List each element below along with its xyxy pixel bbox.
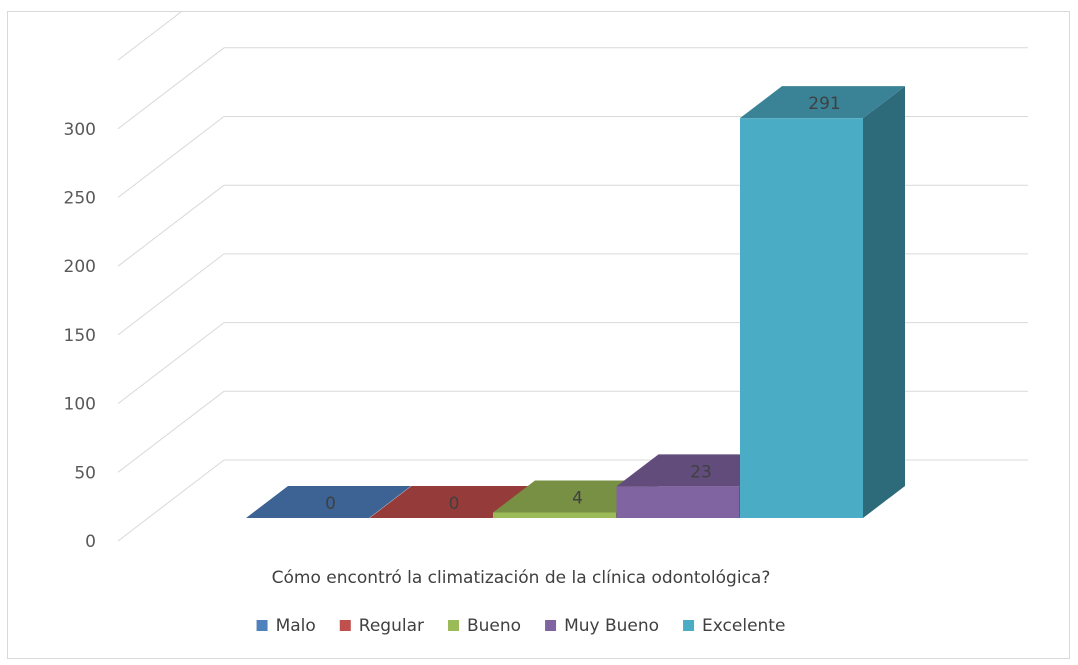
data-label: 4: [572, 489, 583, 509]
y-tick-label: 300: [64, 120, 96, 140]
x-axis-label: Cómo encontró la climatización de la clí…: [272, 568, 771, 588]
bar-top: [246, 486, 411, 518]
legend-swatch: [339, 620, 351, 631]
bar-front: [493, 512, 616, 518]
legend-item-bueno: Bueno: [447, 616, 521, 636]
legend-label: Excelente: [702, 616, 785, 636]
data-labels-layer: 0 0 4 23 291: [325, 94, 841, 514]
y-tick-label: 250: [64, 189, 96, 209]
legend-item-regular: Regular: [339, 616, 424, 636]
legend-swatch: [545, 620, 557, 631]
bar-side: [863, 86, 905, 518]
legend-label: Malo: [276, 616, 316, 636]
chart-frame: 0 50 100 150 200 250 300 0 0 4 23 291 Cómo encontr…: [7, 0, 1070, 659]
bars-layer: [246, 86, 905, 518]
legend-swatch: [447, 620, 459, 631]
legend-label: Bueno: [467, 616, 521, 636]
gridline-diagonal: [117, 390, 225, 473]
gridline-diagonal: [117, 0, 198, 61]
bar-chart-3d: 0 50 100 150 200 250 300 0 0 4 23 291 Cómo encontr…: [64, 0, 1028, 636]
gridline-diagonal: [117, 116, 225, 198]
legend-swatch: [256, 620, 268, 631]
y-tick-label: 50: [74, 463, 96, 483]
y-axis-ticks: 0 50 100 150 200 250 300: [64, 120, 96, 552]
data-label: 0: [449, 494, 460, 514]
data-label: 0: [325, 494, 336, 514]
legend: Malo Regular Bueno Muy Bueno Excelente: [256, 616, 785, 636]
legend-item-malo: Malo: [256, 616, 316, 636]
gridline-diagonal: [117, 322, 225, 404]
bar-front: [616, 486, 740, 518]
bar-top: [740, 86, 905, 119]
legend-item-excelente: Excelente: [683, 616, 785, 636]
gridline-diagonal: [117, 253, 225, 336]
gridline-diagonal: [117, 459, 225, 542]
y-tick-label: 200: [64, 257, 96, 277]
legend-item-muy-bueno: Muy Bueno: [545, 616, 659, 636]
bar-malo: [246, 486, 411, 518]
bar-top: [369, 486, 535, 518]
y-tick-label: 0: [85, 532, 96, 552]
data-label: 291: [808, 94, 840, 114]
bar-front: [740, 118, 863, 518]
data-label: 23: [690, 462, 712, 482]
gridline-diagonal: [117, 184, 225, 267]
legend-label: Regular: [359, 616, 424, 636]
bar-regular: [369, 486, 535, 518]
y-tick-label: 100: [64, 395, 96, 415]
bar-excelente: [740, 86, 905, 518]
legend-label: Muy Bueno: [564, 616, 659, 636]
y-tick-label: 150: [64, 326, 96, 346]
gridline-diagonal: [117, 47, 225, 130]
legend-swatch: [683, 620, 695, 631]
